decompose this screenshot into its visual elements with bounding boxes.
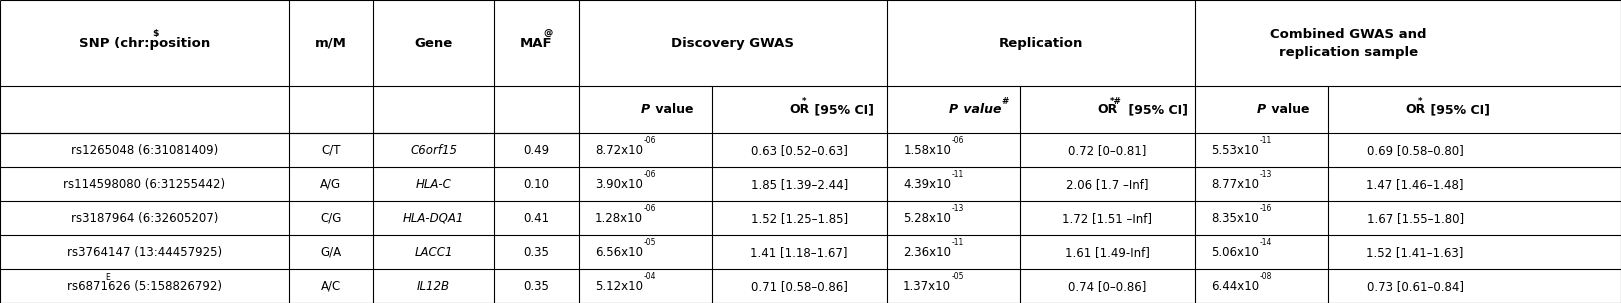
Text: P: P [948,103,958,116]
Text: rs3764147 (13:44457925): rs3764147 (13:44457925) [66,246,222,258]
Text: -06: -06 [952,136,963,145]
Text: -05: -05 [644,238,655,247]
Text: 0.49: 0.49 [524,144,550,157]
Text: IL12B: IL12B [417,280,451,292]
Text: P: P [1256,103,1266,116]
Text: 6.44x10: 6.44x10 [1211,280,1260,292]
Text: A/G: A/G [319,178,342,191]
Text: 0.63 [0.52–0.63]: 0.63 [0.52–0.63] [751,144,848,157]
Text: -08: -08 [1260,272,1271,281]
Text: 0.74 [0–0.86]: 0.74 [0–0.86] [1068,280,1146,292]
Text: 2.36x10: 2.36x10 [903,246,952,258]
Text: *: * [1418,97,1422,106]
Text: OR: OR [789,103,809,116]
Text: 1.52 [1.41–1.63]: 1.52 [1.41–1.63] [1367,246,1464,258]
Text: 5.53x10: 5.53x10 [1211,144,1260,157]
Text: -13: -13 [1260,170,1271,179]
Text: HLA-C: HLA-C [415,178,452,191]
Text: [95% CI]: [95% CI] [1123,103,1188,116]
Text: rs3187964 (6:32605207): rs3187964 (6:32605207) [71,212,217,225]
Text: 1.61 [1.49-Inf]: 1.61 [1.49-Inf] [1065,246,1149,258]
Text: 8.77x10: 8.77x10 [1211,178,1260,191]
Text: 5.28x10: 5.28x10 [903,212,952,225]
Text: -11: -11 [952,238,963,247]
Text: 0.69 [0.58–0.80]: 0.69 [0.58–0.80] [1367,144,1464,157]
Text: m/M: m/M [314,37,347,50]
Text: -11: -11 [1260,136,1271,145]
Text: 1.67 [1.55–1.80]: 1.67 [1.55–1.80] [1367,212,1464,225]
Text: 1.37x10: 1.37x10 [903,280,952,292]
Text: A/C: A/C [321,280,340,292]
Text: MAF: MAF [520,37,553,50]
Text: C/G: C/G [319,212,342,225]
Text: 8.35x10: 8.35x10 [1211,212,1260,225]
Text: $: $ [152,28,159,38]
Text: 1.28x10: 1.28x10 [595,212,644,225]
Text: 0.71 [0.58–0.86]: 0.71 [0.58–0.86] [751,280,848,292]
Text: -11: -11 [952,170,963,179]
Text: 5.06x10: 5.06x10 [1211,246,1260,258]
Text: 1.58x10: 1.58x10 [903,144,952,157]
Text: rs6871626 (5:158826792): rs6871626 (5:158826792) [66,280,222,292]
Text: -06: -06 [644,136,655,145]
Text: rs1265048 (6:31081409): rs1265048 (6:31081409) [71,144,217,157]
Text: *: * [802,97,806,106]
Text: 3.90x10: 3.90x10 [595,178,644,191]
Text: #: # [1002,97,1010,106]
Text: G/A: G/A [319,246,342,258]
Text: OR: OR [1097,103,1117,116]
Text: 8.72x10: 8.72x10 [595,144,644,157]
Text: 0.73 [0.61–0.84]: 0.73 [0.61–0.84] [1367,280,1464,292]
Text: @: @ [543,28,553,38]
Text: 1.47 [1.46–1.48]: 1.47 [1.46–1.48] [1367,178,1464,191]
Text: 0.35: 0.35 [524,280,550,292]
Text: 1.41 [1.18–1.67]: 1.41 [1.18–1.67] [751,246,848,258]
Text: 1.52 [1.25–1.85]: 1.52 [1.25–1.85] [751,212,848,225]
Text: 0.41: 0.41 [524,212,550,225]
Text: SNP (chr:position: SNP (chr:position [79,37,209,50]
Text: 0.72 [0–0.81]: 0.72 [0–0.81] [1068,144,1146,157]
Text: OR: OR [1405,103,1425,116]
Text: Replication: Replication [999,37,1083,50]
Text: Combined GWAS and
replication sample: Combined GWAS and replication sample [1271,28,1426,59]
Text: Gene: Gene [415,37,452,50]
Text: -05: -05 [952,272,963,281]
Text: -16: -16 [1260,204,1271,213]
Text: LACC1: LACC1 [415,246,452,258]
Text: HLA-DQA1: HLA-DQA1 [404,212,464,225]
Text: *#: *# [1110,97,1122,106]
Text: 0.35: 0.35 [524,246,550,258]
Text: value: value [958,103,1002,116]
Text: 6.56x10: 6.56x10 [595,246,644,258]
Text: 1.85 [1.39–2.44]: 1.85 [1.39–2.44] [751,178,848,191]
Text: -06: -06 [644,170,655,179]
Text: 1.72 [1.51 –Inf]: 1.72 [1.51 –Inf] [1062,212,1153,225]
Text: -13: -13 [952,204,963,213]
Text: 4.39x10: 4.39x10 [903,178,952,191]
Text: value: value [650,103,694,116]
Text: [95% CI]: [95% CI] [1426,103,1490,116]
Text: C6orf15: C6orf15 [410,144,457,157]
Text: P: P [640,103,650,116]
Text: [95% CI]: [95% CI] [810,103,874,116]
Text: Discovery GWAS: Discovery GWAS [671,37,794,50]
Text: E: E [105,273,110,282]
Text: value: value [1266,103,1310,116]
Text: 0.10: 0.10 [524,178,550,191]
Text: rs114598080 (6:31255442): rs114598080 (6:31255442) [63,178,225,191]
Text: 5.12x10: 5.12x10 [595,280,644,292]
Text: -06: -06 [644,204,655,213]
Text: 2.06 [1.7 –Inf]: 2.06 [1.7 –Inf] [1067,178,1148,191]
Text: -14: -14 [1260,238,1271,247]
Text: C/T: C/T [321,144,340,157]
Text: -04: -04 [644,272,655,281]
